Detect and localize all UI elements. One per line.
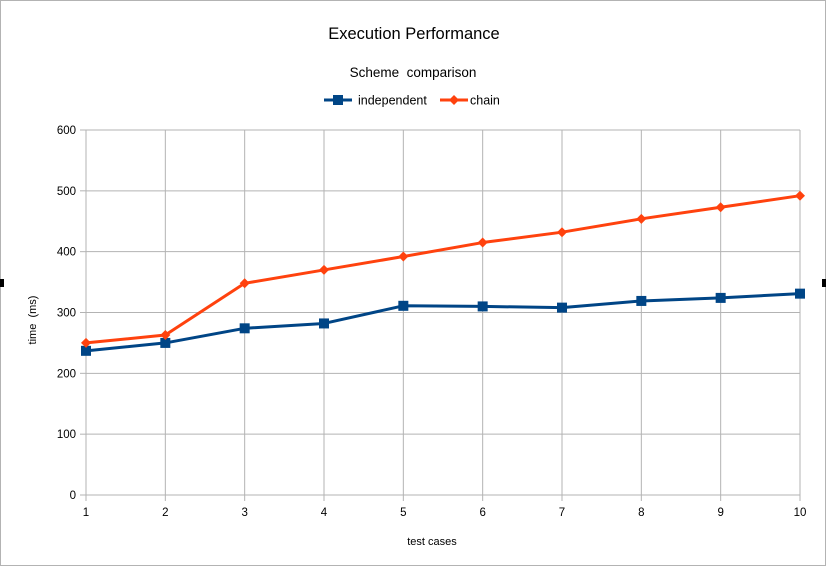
data-point-independent xyxy=(239,323,250,334)
x-tick-label: 8 xyxy=(638,507,644,519)
legend-marker-chain xyxy=(449,95,459,105)
data-point-chain xyxy=(715,202,726,213)
data-point-chain xyxy=(319,264,329,275)
y-tick-label: 300 xyxy=(57,308,76,320)
data-point-chain xyxy=(398,251,409,262)
data-point-chain xyxy=(795,190,805,201)
series-line-independent xyxy=(85,292,801,353)
y-axis-label: time (ms) xyxy=(27,296,39,345)
x-tick-label: 2 xyxy=(162,507,168,519)
data-point-chain xyxy=(160,330,171,341)
data-point-independent xyxy=(477,301,488,312)
chart-title: Execution Performance xyxy=(328,25,500,43)
data-point-independent xyxy=(715,292,726,303)
x-tick-label: 10 xyxy=(794,507,807,519)
data-point-chain xyxy=(81,337,91,348)
chart-subtitle: Scheme comparison xyxy=(350,65,477,80)
series-layer xyxy=(81,190,805,356)
x-tick-label: 7 xyxy=(559,507,565,519)
legend-label-chain: chain xyxy=(470,94,500,108)
x-tick-label: 4 xyxy=(321,507,328,519)
x-tick-label: 3 xyxy=(241,507,247,519)
data-point-chain xyxy=(557,227,567,238)
resize-handle-right[interactable] xyxy=(822,279,826,287)
y-tick-label: 0 xyxy=(70,490,76,502)
legend-label-independent: independent xyxy=(358,94,427,108)
data-point-independent xyxy=(319,318,329,329)
data-point-independent xyxy=(398,300,409,311)
y-tick-label: 600 xyxy=(57,125,76,137)
y-tick-label: 500 xyxy=(57,186,76,198)
resize-handle-left[interactable] xyxy=(0,279,4,287)
data-point-chain xyxy=(477,237,488,248)
x-tick-label: 6 xyxy=(479,507,485,519)
y-tick-label: 200 xyxy=(57,368,76,380)
data-point-independent xyxy=(557,302,567,313)
series-line-chain xyxy=(85,194,801,345)
x-tick-label: 9 xyxy=(717,507,723,519)
y-tick-label: 400 xyxy=(57,247,76,259)
data-point-independent xyxy=(81,345,91,356)
x-tick-label: 1 xyxy=(83,507,89,519)
data-point-independent xyxy=(795,288,805,299)
data-point-independent xyxy=(636,295,647,306)
data-point-chain xyxy=(239,278,250,289)
data-point-independent xyxy=(160,337,171,348)
legend-marker-independent xyxy=(333,95,343,105)
grid xyxy=(85,129,801,496)
y-tick-label: 100 xyxy=(57,429,76,441)
legend: independent chain xyxy=(324,94,500,108)
data-point-chain xyxy=(636,213,647,224)
x-tick-label: 5 xyxy=(400,507,406,519)
axes: 0 100 200 300 400 500 600 1 2 3 4 5 6 7 8 9 10 xyxy=(57,125,807,519)
x-axis-label: test cases xyxy=(407,536,457,548)
